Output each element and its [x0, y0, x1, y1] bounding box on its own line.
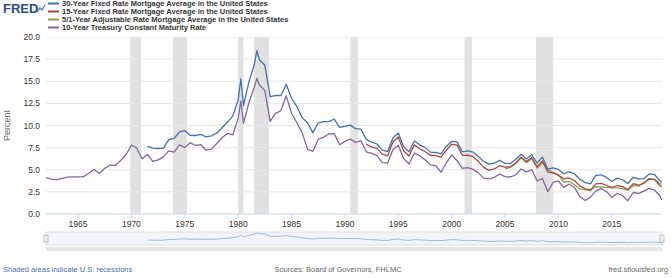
x-tick-label: 2010 [549, 219, 568, 229]
legend-label: 10-Year Treasury Constant Maturity Rate [62, 23, 206, 32]
footer: Shaded areas indicate U.S. recessions Sou… [3, 265, 668, 274]
y-axis-title: Percent [2, 109, 12, 141]
grid-line [46, 169, 662, 170]
grid-line [46, 37, 662, 38]
x-tick-label: 1985 [282, 219, 301, 229]
chart-svg: FRED 1965 1970 1975 1980 1985 1990 1995 2000 2005… [0, 0, 672, 278]
x-axis-line [46, 214, 662, 215]
x-tick [344, 214, 345, 218]
x-tick [238, 214, 239, 218]
footer-note: Shaded areas indicate U.S. recessions [3, 265, 132, 274]
x-tick [131, 214, 132, 218]
x-tick [291, 214, 292, 218]
series-line [46, 78, 662, 200]
navigator-line [147, 233, 661, 243]
grid-line [46, 147, 662, 148]
x-tick [611, 214, 612, 218]
x-tick-label: 1980 [229, 219, 248, 229]
series-line [147, 51, 661, 184]
x-tick-label: 2015 [602, 219, 621, 229]
x-tick [184, 214, 185, 218]
x-tick [398, 214, 399, 218]
chart-container: FRED 1965 1970 1975 1980 1985 1990 1995 2000 2005… [0, 0, 672, 278]
grid-line [46, 103, 662, 104]
footer-source: Sources: Board of Governors, FHLMC [274, 265, 402, 274]
legend-swatch [48, 3, 59, 5]
plot-area [46, 37, 662, 214]
navigator-handle [660, 235, 664, 242]
grid-line [46, 125, 662, 126]
grid-line [46, 214, 662, 215]
grid-line [46, 81, 662, 82]
x-tick-label: 1965 [69, 219, 88, 229]
grid-line [46, 59, 662, 60]
logo: FRED [3, 1, 45, 16]
navigator-handle [44, 235, 48, 242]
navigator-scrollbar [46, 247, 662, 251]
x-tick [451, 214, 452, 218]
legend-swatch [48, 27, 59, 29]
x-tick-label: 1970 [122, 219, 141, 229]
x-tick-label: 1990 [335, 219, 354, 229]
y-tick-label: 5.0 [28, 165, 40, 175]
x-tick [558, 214, 559, 218]
logo-icon [37, 5, 45, 12]
x-tick-label: 1975 [175, 219, 194, 229]
legend-swatch [48, 11, 59, 13]
y-tick-label: 20.0 [23, 32, 40, 42]
x-tick-label: 2005 [496, 219, 515, 229]
legend: 30-Year Fixed Rate Mortgage Average in t… [48, 0, 288, 32]
y-tick-label: 17.5 [23, 54, 40, 64]
footer-url: fred.stlouisfed.org [608, 265, 668, 274]
navigator [44, 232, 664, 251]
x-tick-label: 1995 [389, 219, 408, 229]
y-tick-label: 10.0 [23, 121, 40, 131]
x-tick-label: 2000 [442, 219, 461, 229]
y-tick-label: 15.0 [23, 76, 40, 86]
grid-line [46, 191, 662, 192]
x-tick [78, 214, 79, 218]
y-tick-label: 7.5 [28, 143, 40, 153]
x-axis: 1965 1970 1975 1980 1985 1990 1995 2000 2005 2010… [46, 214, 662, 229]
y-axis: 0.0 2.5 5.0 7.5 10.0 12.5 15.0 17.5 20.0 Percent [2, 32, 40, 219]
series-line [366, 137, 661, 190]
y-tick-label: 12.5 [23, 98, 40, 108]
y-tick-label: 2.5 [28, 187, 40, 197]
x-tick [505, 214, 506, 218]
logo-text: FRED [3, 1, 38, 16]
legend-swatch [48, 19, 59, 21]
navigator-frame [46, 232, 662, 245]
y-tick-label: 0.0 [28, 209, 40, 219]
